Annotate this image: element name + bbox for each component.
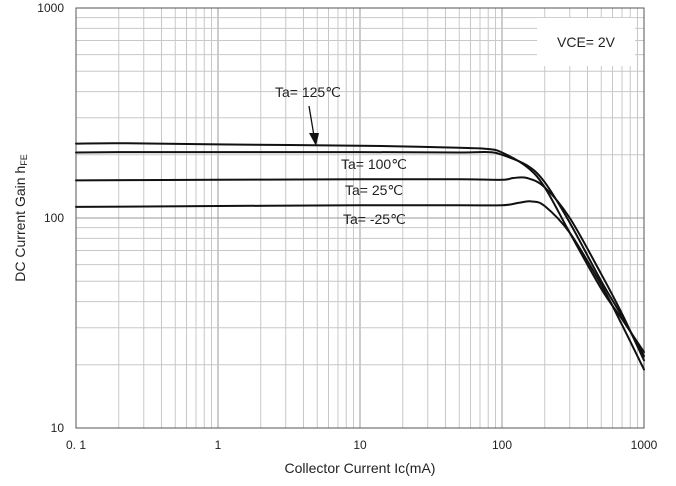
condition-box [537,18,635,66]
plot-frame [75,7,645,429]
series-line-125c [75,142,645,353]
x-tick-label: 100 [492,438,512,452]
x-tick-label: 0. 1 [66,438,86,452]
series-line-minus25c [75,200,645,371]
series-label-25: Ta= 25℃ [345,182,403,198]
tick-labels: 0. 1 1 10 100 1000 10 100 1000 [37,1,657,452]
series-label-125-arrow [308,105,315,137]
y-tick-label: 10 [51,421,65,435]
series-line-25c [75,176,645,362]
series-lines [75,142,645,371]
x-tick-label: 1 [215,438,222,452]
y-axis-label-main: DC Current Gain h [12,166,28,282]
y-axis-label: DC Current Gain hFE [12,154,29,281]
y-tick-label: 100 [44,211,64,225]
x-axis-label: Collector Current Ic(mA) [285,460,436,476]
x-tick-label: 10 [353,438,367,452]
condition-label: VCE= 2V [557,34,616,50]
arrow-head-icon [309,133,319,146]
y-axis-label-subscript: FE [19,154,29,166]
series-label-125: Ta= 125℃ [275,84,341,100]
x-tick-label: 1000 [631,438,658,452]
y-tick-label: 1000 [37,1,64,15]
series-line-100c [75,150,645,358]
series-label-100: Ta= 100℃ [341,156,407,172]
series-label-minus25: Ta= -25℃ [343,211,406,227]
